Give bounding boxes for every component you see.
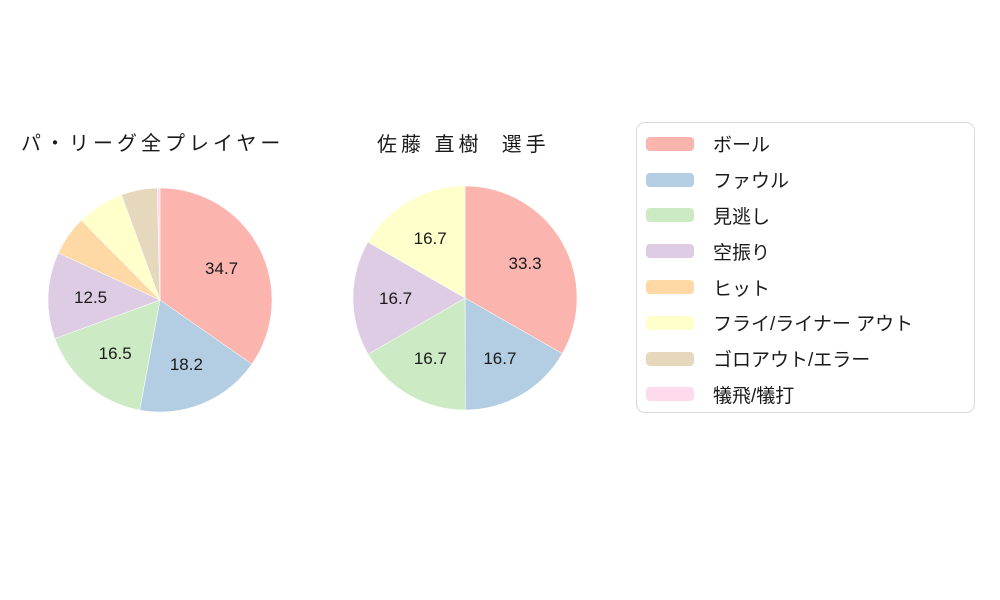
pie-slice-0[interactable] — [159, 187, 273, 365]
legend-swatch-icon — [646, 387, 694, 402]
pie-slice-value-label: 16.7 — [414, 349, 447, 368]
legend-swatch-icon — [646, 315, 694, 330]
pie-slice-value-label: 16.5 — [99, 344, 132, 363]
pie-slice-1[interactable] — [464, 297, 563, 411]
pie-slice-2[interactable] — [54, 299, 161, 411]
legend-swatch-icon — [646, 208, 694, 223]
pie-slice-7[interactable] — [156, 187, 161, 301]
legend-swatch-icon — [646, 280, 694, 295]
pie-chart-sato-naoki: 33.3 16.7 16.7 16.7 16.7 — [352, 185, 578, 411]
legend-item-label: ファウル — [713, 171, 790, 193]
pie-slice-5[interactable] — [367, 185, 466, 299]
legend-item-7[interactable]: 犠飛/犠打 — [637, 377, 974, 413]
pie-slice-3[interactable] — [352, 241, 466, 355]
pie-slice-0[interactable] — [464, 185, 578, 354]
pie-slice-2[interactable] — [367, 297, 466, 411]
pie-slice-value-label: 12.5 — [74, 288, 107, 307]
legend-item-3[interactable]: 空振り — [637, 233, 974, 269]
legend: ボールファウル見逃し空振りヒットフライ/ライナー アウト ゴロアウト/エラー 犠飛/… — [636, 122, 975, 413]
legend-item-label: 見逃し — [713, 206, 771, 228]
right-pie-title: 佐藤 直樹 選手 — [377, 134, 550, 156]
pie-slice-value-label: 16.7 — [483, 349, 516, 368]
pie-slice-1[interactable] — [139, 299, 253, 413]
legend-item-label: ゴロアウト/エラー — [713, 350, 871, 372]
pie-slice-3[interactable] — [47, 252, 161, 339]
legend-item-label: 犠飛/犠打 — [713, 385, 795, 407]
pie-slice-value-label: 16.7 — [414, 229, 447, 248]
legend-item-2[interactable]: 見逃し — [637, 198, 974, 234]
legend-swatch-icon — [646, 244, 694, 259]
pie-slice-value-label: 18.2 — [170, 355, 203, 374]
legend-item-1[interactable]: ファウル — [637, 162, 974, 198]
pie-chart-pa-league-all-players: 34.7 18.2 16.5 12.5 — [47, 187, 273, 413]
pie-slice-value-label: 16.7 — [379, 289, 412, 308]
pie-slice-value-label: 33.3 — [509, 254, 542, 273]
legend-item-label: ヒット — [713, 278, 771, 300]
legend-item-6[interactable]: ゴロアウト/エラー — [637, 341, 974, 377]
legend-swatch-icon — [646, 172, 694, 187]
pie-slice-value-label: 34.7 — [205, 259, 238, 278]
legend-item-label: 空振り — [713, 242, 771, 264]
legend-item-label: ボール — [713, 135, 771, 157]
legend-item-0[interactable]: ボール — [637, 126, 974, 162]
left-pie-title: パ・リーグ全プレイヤー — [21, 133, 285, 155]
legend-item-4[interactable]: ヒット — [637, 269, 974, 305]
legend-swatch-icon — [646, 136, 694, 151]
legend-swatch-icon — [646, 351, 694, 366]
legend-item-5[interactable]: フライ/ライナー アウト — [637, 305, 974, 341]
legend-item-label: フライ/ライナー アウト — [713, 314, 914, 336]
